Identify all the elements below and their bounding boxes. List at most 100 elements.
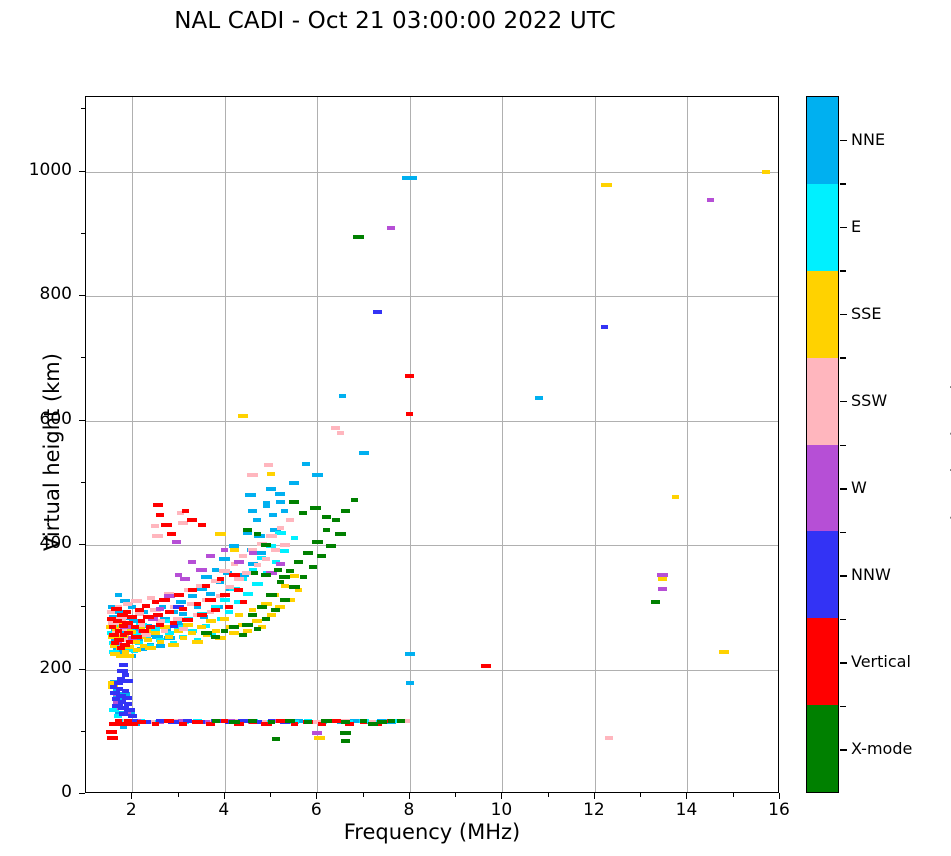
x-axis-tick — [131, 793, 133, 799]
data-point — [271, 608, 281, 613]
y-axis-minor-tick — [81, 357, 85, 359]
x-axis-tick — [408, 793, 410, 799]
data-point — [155, 618, 165, 623]
data-point — [275, 499, 285, 504]
data-point — [242, 571, 254, 576]
data-point — [134, 608, 144, 613]
data-point — [276, 580, 284, 585]
data-point — [289, 499, 300, 504]
data-point — [279, 597, 290, 602]
data-point — [127, 714, 137, 719]
data-point — [221, 718, 229, 723]
x-axis-tick-label: 2 — [125, 800, 137, 820]
data-point — [131, 718, 139, 723]
data-point — [183, 718, 193, 723]
data-point — [262, 504, 270, 509]
colorbar-segment — [807, 183, 838, 271]
data-point — [225, 605, 234, 610]
data-point — [256, 605, 267, 610]
x-axis-tick-label: 10 — [490, 800, 513, 820]
data-point — [114, 592, 122, 597]
data-point — [323, 527, 331, 532]
colorbar-segment — [807, 618, 838, 706]
colorbar-boundary-tick — [840, 531, 846, 534]
data-point — [288, 585, 300, 590]
data-point — [396, 718, 405, 723]
data-point — [242, 622, 254, 627]
x-axis-tick-label: 12 — [583, 800, 605, 820]
colorbar-tick — [840, 139, 847, 142]
chart-title: NAL CADI - Oct 21 03:00:00 2022 UTC — [174, 8, 616, 34]
data-point — [191, 720, 203, 725]
data-point — [214, 636, 226, 641]
gridline-horizontal — [86, 669, 778, 671]
x-axis-tick-label: 14 — [675, 800, 698, 820]
data-point — [136, 646, 147, 651]
data-point — [242, 591, 253, 596]
data-point — [161, 523, 173, 528]
x-axis-tick-label: 16 — [768, 800, 790, 820]
data-point — [142, 614, 154, 619]
data-point — [228, 720, 240, 725]
y-axis-minor-tick — [81, 232, 85, 234]
data-point — [353, 235, 365, 240]
data-point — [145, 645, 157, 650]
x-axis-minor-tick — [732, 793, 734, 797]
data-point — [119, 712, 129, 717]
data-point — [248, 612, 258, 617]
data-point — [109, 691, 120, 696]
data-point — [125, 653, 135, 658]
data-point — [248, 718, 258, 723]
gridline-vertical — [687, 97, 689, 792]
data-point — [252, 720, 262, 725]
data-point — [131, 631, 142, 636]
data-point — [253, 627, 261, 632]
data-point — [309, 505, 321, 510]
gridline-horizontal — [86, 545, 778, 547]
colorbar-tick — [840, 226, 847, 229]
data-point — [175, 600, 186, 605]
data-point — [407, 175, 417, 180]
data-point — [239, 554, 248, 559]
data-point — [116, 676, 125, 681]
data-point — [339, 731, 351, 735]
data-point — [179, 606, 188, 611]
data-point — [126, 722, 138, 727]
data-point — [243, 530, 253, 535]
data-point — [274, 530, 286, 535]
data-point — [197, 523, 206, 528]
data-point — [107, 610, 116, 615]
data-point — [159, 618, 171, 623]
data-point — [299, 510, 308, 515]
data-point — [149, 608, 161, 613]
data-point — [604, 735, 613, 740]
data-point — [270, 527, 282, 532]
data-point — [131, 635, 143, 640]
x-axis-tick-label: 8 — [403, 800, 415, 820]
data-point — [269, 513, 278, 518]
data-point — [141, 633, 152, 638]
data-point — [387, 718, 395, 723]
data-point — [156, 639, 164, 644]
data-point — [171, 539, 181, 544]
data-point — [114, 714, 123, 719]
data-point — [211, 608, 221, 613]
data-point — [304, 720, 313, 725]
x-axis-tick-label: 4 — [218, 800, 230, 820]
data-point — [159, 597, 171, 602]
data-point — [202, 720, 211, 725]
data-point — [200, 575, 212, 580]
data-point — [114, 628, 122, 633]
data-point — [179, 611, 188, 616]
data-point — [261, 543, 272, 548]
y-axis-tick — [79, 544, 85, 546]
data-point — [339, 393, 347, 398]
data-point — [114, 718, 122, 723]
data-point — [140, 643, 148, 648]
data-point — [271, 548, 281, 553]
data-point — [151, 524, 160, 529]
data-point — [159, 616, 170, 621]
data-point — [334, 531, 346, 536]
x-axis-minor-tick — [270, 793, 272, 797]
data-point — [275, 492, 286, 497]
